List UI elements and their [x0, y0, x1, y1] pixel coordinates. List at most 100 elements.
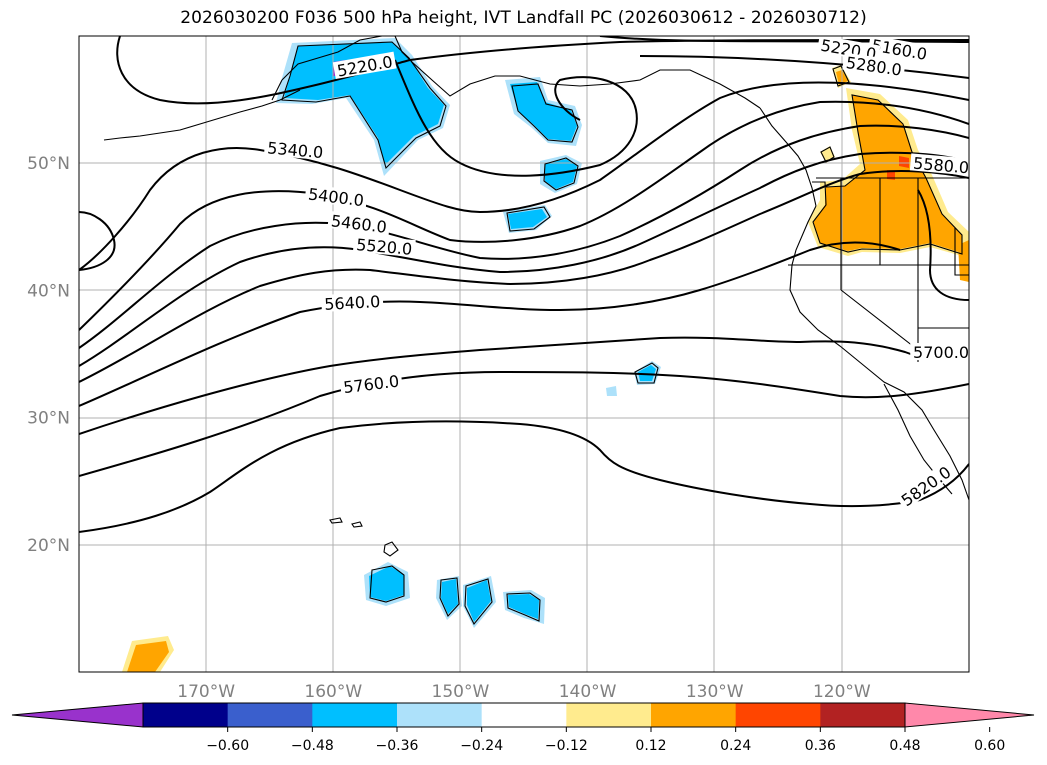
contour-5520: [79, 151, 969, 367]
contour-label-halo: [909, 153, 969, 176]
lon-tick-label: 140°W: [559, 682, 617, 702]
contour-label: 5340.0: [263, 138, 327, 162]
contour-5460: [79, 124, 969, 349]
colorbar-tick-label: −0.12: [545, 738, 588, 754]
contour-label-halo: [910, 343, 969, 360]
longitude-tick-labels: 170°W 160°W 150°W 140°W 130°W 120°W: [177, 682, 871, 702]
ivt-mid-2-core: [508, 209, 547, 229]
island-a: [369, 565, 405, 603]
lon-tick-label: 150°W: [432, 682, 490, 702]
contour-label: 5520.0: [352, 234, 416, 259]
colorbar-tick-label: −0.36: [376, 738, 419, 754]
colorbar-tick-label: 0.48: [889, 738, 920, 754]
height-contours: [79, 36, 969, 533]
island-c: [464, 578, 493, 626]
contour-5580: [79, 170, 969, 383]
colorbar-frame: [142, 702, 906, 728]
lat-tick-label: 20°N: [27, 536, 70, 556]
contour-5820: [79, 420, 969, 533]
ivt-east-edge: [958, 240, 969, 282]
contour-label-halo: [352, 234, 416, 258]
contour-label-text: 5700.0: [913, 343, 969, 362]
bc-coast: [759, 107, 817, 207]
contour-5400: [79, 100, 969, 331]
contour-label-halo: [895, 460, 956, 511]
ivt-gulf-core: [510, 82, 577, 141]
lon-tick-label: 130°W: [686, 682, 744, 702]
ivt-west-hot-a: [899, 156, 909, 168]
ivt-bering-core: [284, 42, 444, 165]
ivt-blob-4: [606, 386, 617, 396]
contour-label-halo: [304, 184, 368, 209]
island-b: [439, 577, 460, 617]
colorbar-tick-label: 0.12: [635, 738, 666, 754]
contour-label-halo: [339, 371, 403, 396]
alaska-coast: [281, 36, 761, 109]
ivt-sw-core: [127, 641, 169, 672]
contour-label-halo: [842, 52, 906, 79]
island-d: [506, 592, 541, 622]
contour-5760: [79, 370, 969, 477]
contour-5280: [394, 55, 969, 177]
colorbar-tick-label: −0.48: [291, 738, 334, 754]
ivt-hawaii-d-core: [508, 594, 539, 619]
ivt-hawaii-b-core: [441, 579, 458, 614]
lat-tick-label: 40°N: [27, 281, 70, 301]
contour-label: 5580.0: [909, 153, 969, 177]
contour-label-halo: [327, 210, 391, 236]
contour-label: 5640.0: [321, 291, 384, 314]
hawaii-3: [351, 521, 363, 528]
map-plot-area: 5220.05160.05220.05280.05340.05400.05460…: [79, 36, 969, 672]
colorbar-segment: [481, 703, 567, 727]
contour-label-text: 5340.0: [267, 138, 324, 162]
contour-label: 5700.0: [910, 343, 969, 362]
map-frame: [78, 35, 970, 673]
ivt-blob-3-core: [638, 365, 656, 381]
contour-5340: [79, 81, 969, 271]
colorbar-tick-label: 0.60: [974, 738, 1005, 754]
state-lines: [788, 178, 969, 362]
lat-tick-label: 30°N: [27, 409, 70, 429]
ivt-mid-1-core: [545, 159, 577, 189]
alaska-peninsula: [103, 79, 301, 141]
island-f: [543, 157, 579, 191]
contour-5640: [79, 241, 901, 407]
island-e: [511, 83, 579, 143]
colorbar-segment: [735, 703, 821, 727]
contour-label-halo: [867, 36, 932, 63]
colorbar-tick-label: −0.60: [206, 738, 249, 754]
contour-label-text: 5640.0: [324, 292, 381, 314]
ivt-hawaii-c-core: [467, 580, 491, 622]
colorbar-tick-label: −0.24: [460, 738, 503, 754]
colorbar-extend-high: [904, 702, 1035, 728]
contour-low-loop: [79, 211, 116, 271]
contour-labels: 5220.05160.05220.05280.05340.05400.05460…: [263, 36, 969, 511]
island-k: [820, 146, 835, 163]
lon-tick-label: 170°W: [177, 682, 235, 702]
colorbar-segment: [397, 703, 483, 727]
colorbar-segment: [651, 703, 737, 727]
graticule: [79, 36, 969, 672]
contour-label-halo: [321, 291, 384, 312]
contour-5580-east: [917, 189, 969, 301]
coastlines: [103, 36, 969, 626]
lon-tick-label: 160°W: [304, 682, 362, 702]
lon-tick-label: 120°W: [813, 682, 871, 702]
contour-label-halo: [332, 51, 397, 80]
latitude-tick-labels: 50°N 40°N 30°N 20°N: [27, 154, 70, 556]
ocean-background: [79, 36, 969, 672]
island-j: [832, 65, 850, 87]
lat-tick-label: 50°N: [27, 154, 70, 174]
hawaii-2: [329, 517, 343, 524]
colorbar-segment: [566, 703, 652, 727]
colorbar-extend-low: [11, 702, 144, 728]
ivt-hawaii-a-core: [369, 566, 404, 601]
colorbar-tick-label: 0.36: [805, 738, 836, 754]
colorbar-segment: [227, 703, 313, 727]
contour-label-text: 5520.0: [356, 235, 413, 259]
island-i: [281, 41, 447, 170]
colorbar: −0.60 −0.48 −0.36 −0.24 −0.12 0.12 0.24 0.36 0.4…: [11, 702, 1035, 754]
island-g: [506, 206, 551, 232]
island-l: [812, 94, 963, 255]
